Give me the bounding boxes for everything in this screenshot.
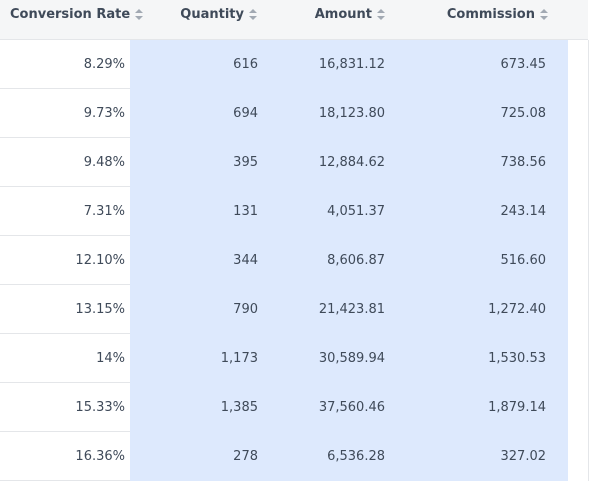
amount-cell[interactable]: 18,123.80 [260, 89, 385, 138]
quantity-cell[interactable]: 694 [130, 89, 260, 138]
column-header-commission[interactable]: Commission [385, 0, 570, 28]
sort-icon[interactable] [540, 8, 548, 20]
quantity-cell[interactable]: 1,385 [130, 383, 260, 432]
commission-cell[interactable]: 327.02 [385, 432, 568, 481]
table-row[interactable]: 15.33% 1,385 37,560.46 1,879.14 [0, 383, 592, 432]
conversion-rate-cell[interactable]: 16.36% [0, 432, 130, 481]
commission-cell[interactable]: 1,272.40 [385, 285, 568, 334]
table-row[interactable]: 12.10% 344 8,606.87 516.60 [0, 236, 592, 285]
quantity-cell[interactable]: 131 [130, 187, 260, 236]
quantity-cell[interactable]: 395 [130, 138, 260, 187]
column-header-label: Quantity [180, 6, 244, 22]
commission-cell[interactable]: 1,879.14 [385, 383, 568, 432]
amount-cell[interactable]: 6,536.28 [260, 432, 385, 481]
amount-cell[interactable]: 37,560.46 [260, 383, 385, 432]
quantity-cell[interactable]: 344 [130, 236, 260, 285]
table-row[interactable]: 9.48% 395 12,884.62 738.56 [0, 138, 592, 187]
commission-cell[interactable]: 738.56 [385, 138, 568, 187]
quantity-cell[interactable]: 616 [130, 40, 260, 89]
conversion-rate-cell[interactable]: 7.31% [0, 187, 130, 236]
conversion-rate-cell[interactable]: 15.33% [0, 383, 130, 432]
table-row[interactable]: 14% 1,173 30,589.94 1,530.53 [0, 334, 592, 383]
amount-cell[interactable]: 30,589.94 [260, 334, 385, 383]
right-edge [588, 0, 592, 481]
sort-icon[interactable] [377, 8, 385, 20]
amount-cell[interactable]: 4,051.37 [260, 187, 385, 236]
commission-cell[interactable]: 243.14 [385, 187, 568, 236]
amount-cell[interactable]: 16,831.12 [260, 40, 385, 89]
table-row[interactable]: 8.29% 616 16,831.12 673.45 [0, 40, 592, 89]
column-header-conversion-rate[interactable]: Conversion Rate [0, 0, 144, 28]
conversion-rate-cell[interactable]: 12.10% [0, 236, 130, 285]
column-header-quantity[interactable]: Quantity [130, 0, 265, 28]
table-row[interactable]: 16.36% 278 6,536.28 327.02 [0, 432, 592, 481]
table-right-border [588, 40, 589, 481]
amount-cell[interactable]: 12,884.62 [260, 138, 385, 187]
conversion-rate-cell[interactable]: 13.15% [0, 285, 130, 334]
table-row[interactable]: 13.15% 790 21,423.81 1,272.40 [0, 285, 592, 334]
table-header: Conversion Rate Quantity Amount Commissi… [0, 0, 592, 40]
column-header-label: Amount [314, 6, 372, 22]
column-header-amount[interactable]: Amount [265, 0, 385, 28]
commission-cell[interactable]: 516.60 [385, 236, 568, 285]
conversion-rate-cell[interactable]: 9.48% [0, 138, 130, 187]
quantity-cell[interactable]: 278 [130, 432, 260, 481]
commission-cell[interactable]: 725.08 [385, 89, 568, 138]
quantity-cell[interactable]: 790 [130, 285, 260, 334]
table-row[interactable]: 7.31% 131 4,051.37 243.14 [0, 187, 592, 236]
conversion-rate-cell[interactable]: 14% [0, 334, 130, 383]
commission-cell[interactable]: 1,530.53 [385, 334, 568, 383]
amount-cell[interactable]: 21,423.81 [260, 285, 385, 334]
table-body: 8.29% 616 16,831.12 673.45 9.73% 694 18,… [0, 40, 592, 481]
conversion-rate-cell[interactable]: 8.29% [0, 40, 130, 89]
column-header-label: Conversion Rate [10, 6, 131, 22]
quantity-cell[interactable]: 1,173 [130, 334, 260, 383]
column-header-label: Commission [446, 6, 535, 22]
amount-cell[interactable]: 8,606.87 [260, 236, 385, 285]
commission-cell[interactable]: 673.45 [385, 40, 568, 89]
sort-icon[interactable] [249, 8, 257, 20]
table-row[interactable]: 9.73% 694 18,123.80 725.08 [0, 89, 592, 138]
conversion-rate-cell[interactable]: 9.73% [0, 89, 130, 138]
